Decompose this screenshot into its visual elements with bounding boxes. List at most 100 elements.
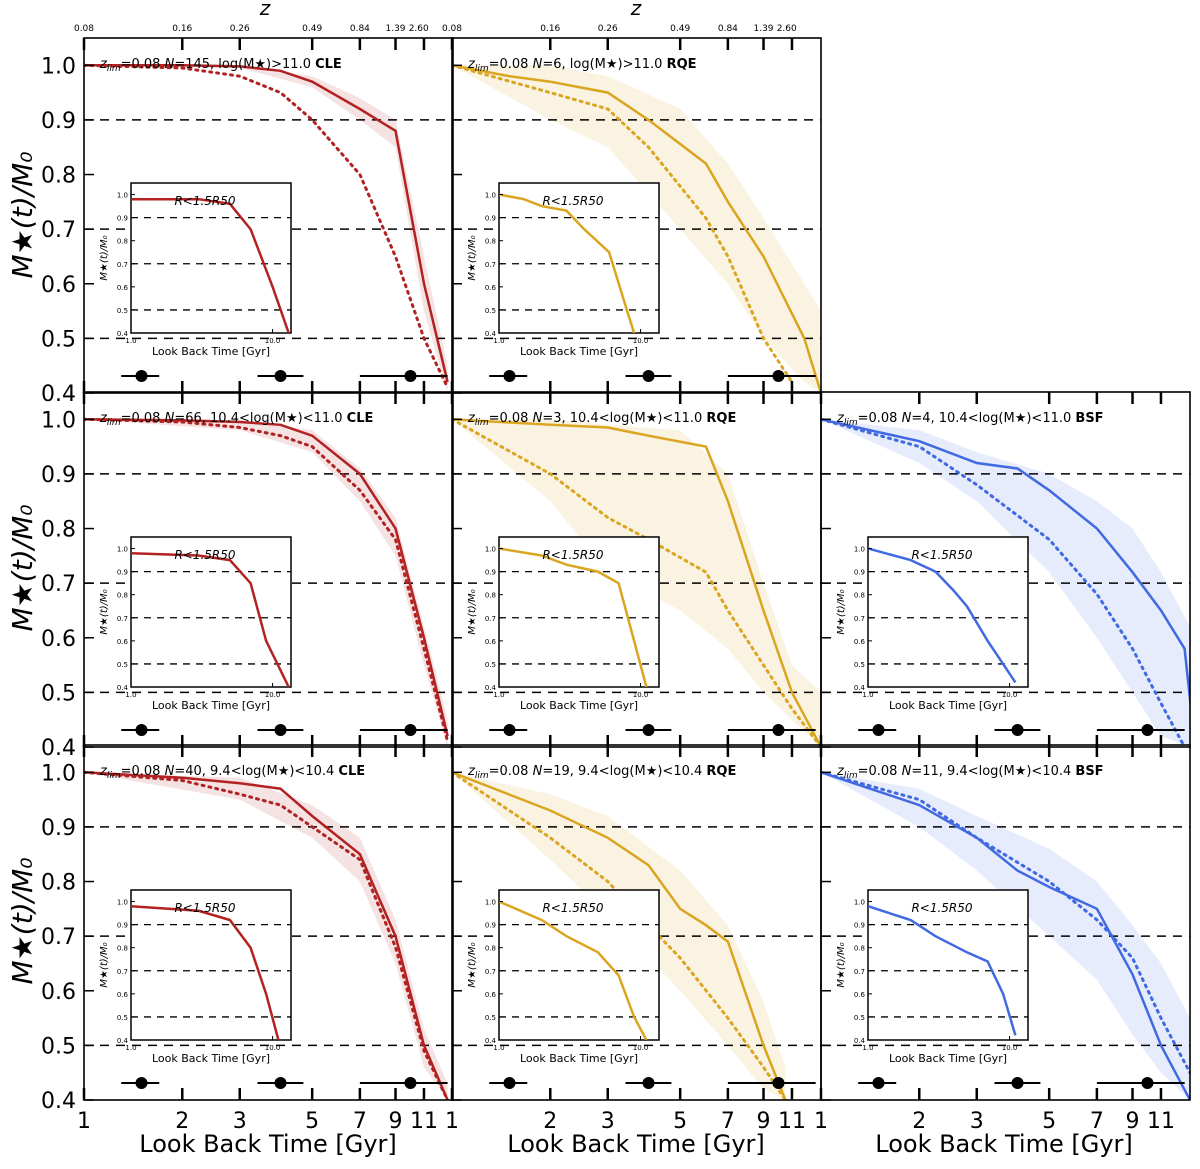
panel-annotation: zlim=0.08 N=11, 9.4<log(M★)<10.4 BSF	[836, 764, 1104, 781]
annotation-z: =0.08	[858, 764, 902, 779]
y-tick-label: 1.0	[41, 54, 76, 79]
panel-annotation: zlim=0.08 N=40, 9.4<log(M★)<10.4 CLE	[99, 764, 365, 781]
annotation-n: =4, 10.4<log(M★)<11.0	[911, 411, 1075, 426]
inset-y-tick-label: 0.6	[117, 991, 129, 999]
panel-annotation: zlim=0.08 N=66, 10.4<log(M★)<11.0 CLE	[99, 411, 373, 428]
inset-x-label: Look Back Time [Gyr]	[889, 699, 1007, 712]
z-tick-label: 2.60	[777, 24, 797, 34]
dotted-line	[84, 63, 450, 389]
annotation-class: RQE	[667, 57, 697, 72]
inset-x-label: Look Back Time [Gyr]	[520, 345, 638, 358]
uncertainty-band	[84, 772, 448, 1100]
error-bar-marker	[642, 724, 655, 736]
error-bar-marker	[135, 724, 148, 736]
z-tick-label: 0.16	[172, 24, 192, 34]
solid-line	[84, 771, 449, 1100]
panel-annotation: zlim=0.08 N=4, 10.4<log(M★)<11.0 BSF	[836, 411, 1104, 428]
panel-frame	[820, 744, 1191, 1101]
inset-y-tick-label: 0.7	[485, 968, 496, 976]
annotation-n: =11, 9.4<log(M★)<10.4	[911, 764, 1075, 779]
annotation-zlim: z	[467, 764, 476, 779]
inset-y-tick-label: 0.6	[854, 991, 866, 999]
inset-y-label: M★(t)/M₀	[836, 942, 847, 987]
dotted-line	[452, 63, 794, 384]
inset-y-tick-label: 0.9	[485, 215, 496, 223]
panel-frame	[83, 37, 454, 394]
inset-y-tick-label: 0.5	[117, 661, 128, 669]
y-tick-label: 0.8	[41, 518, 76, 543]
error-bar-marker	[404, 370, 417, 382]
annotation-zlim-sub: lim	[107, 418, 121, 428]
solid-line	[821, 418, 1190, 711]
annotation-n-label: N	[533, 57, 543, 72]
panel-annotation: zlim=0.08 N=6, log(M★)>11.0 RQE	[467, 57, 697, 74]
x-tick-label: 5	[1042, 1109, 1056, 1134]
inset-panel: R<1.5R50 Look Back Time [Gyr] M★(t)/M₀ 0.4 0…	[467, 536, 660, 712]
inset-y-tick-label: 0.6	[485, 638, 497, 646]
inset-line	[131, 904, 280, 1040]
inset-y-tick-label: 1.0	[485, 899, 496, 907]
inset-line	[131, 197, 290, 333]
inset-line	[499, 900, 648, 1040]
inset-y-tick-label: 1.0	[485, 192, 496, 200]
inset-x-tick-label: 1.0	[125, 1044, 136, 1052]
dotted-line	[821, 417, 1187, 747]
inset-y-tick-label: 1.0	[117, 899, 128, 907]
inset-y-label: M★(t)/M₀	[99, 942, 110, 987]
inset-x-label: Look Back Time [Gyr]	[152, 345, 270, 358]
dotted-line	[84, 770, 450, 1100]
inset-y-tick-label: 1.0	[854, 899, 865, 907]
error-bar-marker	[872, 724, 885, 736]
inset-y-tick-label: 0.8	[854, 592, 865, 600]
error-bar-marker	[642, 1077, 655, 1089]
panel-plot-area	[84, 770, 453, 1100]
inset-label: R<1.5R50	[174, 548, 235, 562]
panel-rqe-row0: zlim=0.08 N=6, log(M★)>11.0 RQE R<1.5R50 L…	[452, 57, 821, 393]
z-tick-label: 1.39	[385, 24, 405, 34]
dotted-line	[452, 417, 821, 747]
annotation-n-label: N	[533, 764, 543, 779]
inset-x-tick-label: 1.0	[862, 1044, 873, 1052]
annotation-class: CLE	[315, 57, 342, 72]
inset-panel: R<1.5R50 Look Back Time [Gyr] M★(t)/M₀ 0.4 0…	[836, 889, 1029, 1065]
inset-frame	[498, 182, 660, 334]
inset-x-tick-label: 10.0	[1002, 691, 1018, 699]
error-bar-marker	[1141, 724, 1154, 736]
error-bar-marker	[772, 724, 785, 736]
inset-plot-area	[868, 905, 1028, 1036]
y-tick-label: 0.4	[41, 736, 76, 761]
y-tick-label: 0.5	[41, 1034, 76, 1059]
inset-plot-area	[131, 904, 291, 1040]
inset-y-tick-label: 0.8	[117, 945, 128, 953]
error-bar-marker	[503, 370, 516, 382]
inset-y-tick-label: 0.4	[854, 684, 866, 692]
inset-frame	[498, 536, 660, 688]
annotation-n: =3, 10.4<log(M★)<11.0	[542, 411, 706, 426]
inset-y-tick-label: 0.5	[485, 1014, 496, 1022]
inset-y-tick-label: 0.4	[117, 1037, 129, 1045]
inset-label: R<1.5R50	[911, 901, 972, 915]
panel-plot-area	[452, 63, 821, 393]
inset-label: R<1.5R50	[542, 901, 603, 915]
annotation-class: RQE	[706, 764, 736, 779]
y-tick-label: 0.8	[41, 871, 76, 896]
inset-plot-area	[499, 547, 659, 687]
annotation-class: BSF	[1075, 411, 1103, 426]
y-tick-label: 0.9	[41, 109, 76, 134]
inset-y-tick-label: 0.6	[854, 638, 866, 646]
annotation-class: BSF	[1075, 764, 1103, 779]
z-tick-label: 0.84	[350, 24, 370, 34]
inset-x-tick-label: 10.0	[265, 691, 281, 699]
inset-y-tick-label: 0.9	[117, 922, 128, 930]
error-bar-marker	[503, 724, 516, 736]
inset-x-label: Look Back Time [Gyr]	[152, 699, 270, 712]
inset-y-tick-label: 0.4	[854, 1037, 866, 1045]
inset-frame	[130, 536, 292, 688]
annotation-zlim-sub: lim	[844, 418, 858, 428]
dotted-line	[452, 770, 787, 1100]
inset-y-label: M★(t)/M₀	[836, 589, 847, 634]
inset-y-tick-label: 0.5	[485, 661, 496, 669]
inset-y-label: M★(t)/M₀	[99, 589, 110, 634]
inset-plot-area	[499, 193, 659, 333]
panel-frame	[820, 391, 1191, 748]
